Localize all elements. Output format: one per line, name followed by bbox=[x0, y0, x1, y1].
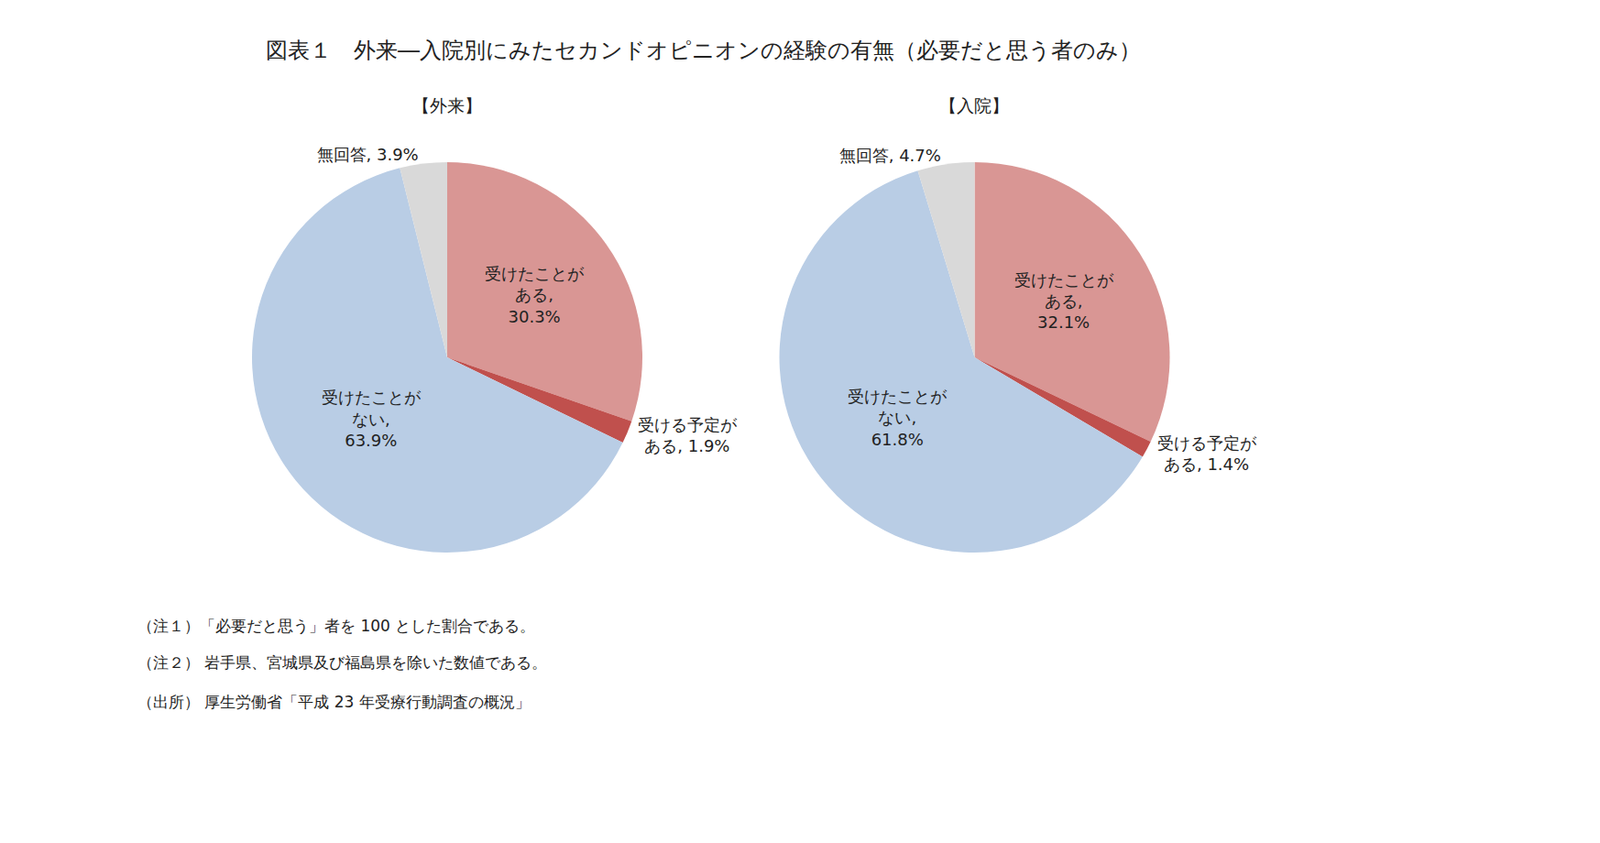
svg-text:受ける予定がある, 1.4%: 受ける予定がある, 1.4% bbox=[1157, 433, 1258, 474]
svg-text:受けたことがある,32.1%: 受けたことがある,32.1% bbox=[1014, 270, 1115, 333]
svg-text:【外来】: 【外来】 bbox=[412, 95, 483, 116]
svg-text:（注２） 岩手県、宮城県及び福島県を除いた数値である。: （注２） 岩手県、宮城県及び福島県を除いた数値である。 bbox=[137, 653, 548, 672]
svg-text:受けたことがない,61.8%: 受けたことがない,61.8% bbox=[847, 386, 948, 450]
svg-text:受けたことがない,63.9%: 受けたことがない,63.9% bbox=[321, 387, 422, 450]
svg-text:【入院】: 【入院】 bbox=[939, 95, 1009, 116]
svg-text:図表１ 外来―入院別にみたセカンドオピニオンの経験の有無（必: 図表１ 外来―入院別にみたセカンドオピニオンの経験の有無（必要だと思う者のみ） bbox=[265, 37, 1141, 64]
svg-text:（注１）「必要だと思う」者を 100 とした割合である。: （注１）「必要だと思う」者を 100 とした割合である。 bbox=[137, 616, 536, 636]
svg-text:無回答, 3.9%: 無回答, 3.9% bbox=[317, 144, 419, 165]
svg-text:（出所） 厚生労働省「平成 23 年受療行動調査の概況」: （出所） 厚生労働省「平成 23 年受療行動調査の概況」 bbox=[137, 692, 531, 712]
svg-text:受けたことがある,30.3%: 受けたことがある,30.3% bbox=[484, 263, 585, 327]
svg-text:無回答, 4.7%: 無回答, 4.7% bbox=[839, 145, 942, 165]
svg-text:受ける予定がある, 1.9%: 受ける予定がある, 1.9% bbox=[637, 415, 738, 456]
